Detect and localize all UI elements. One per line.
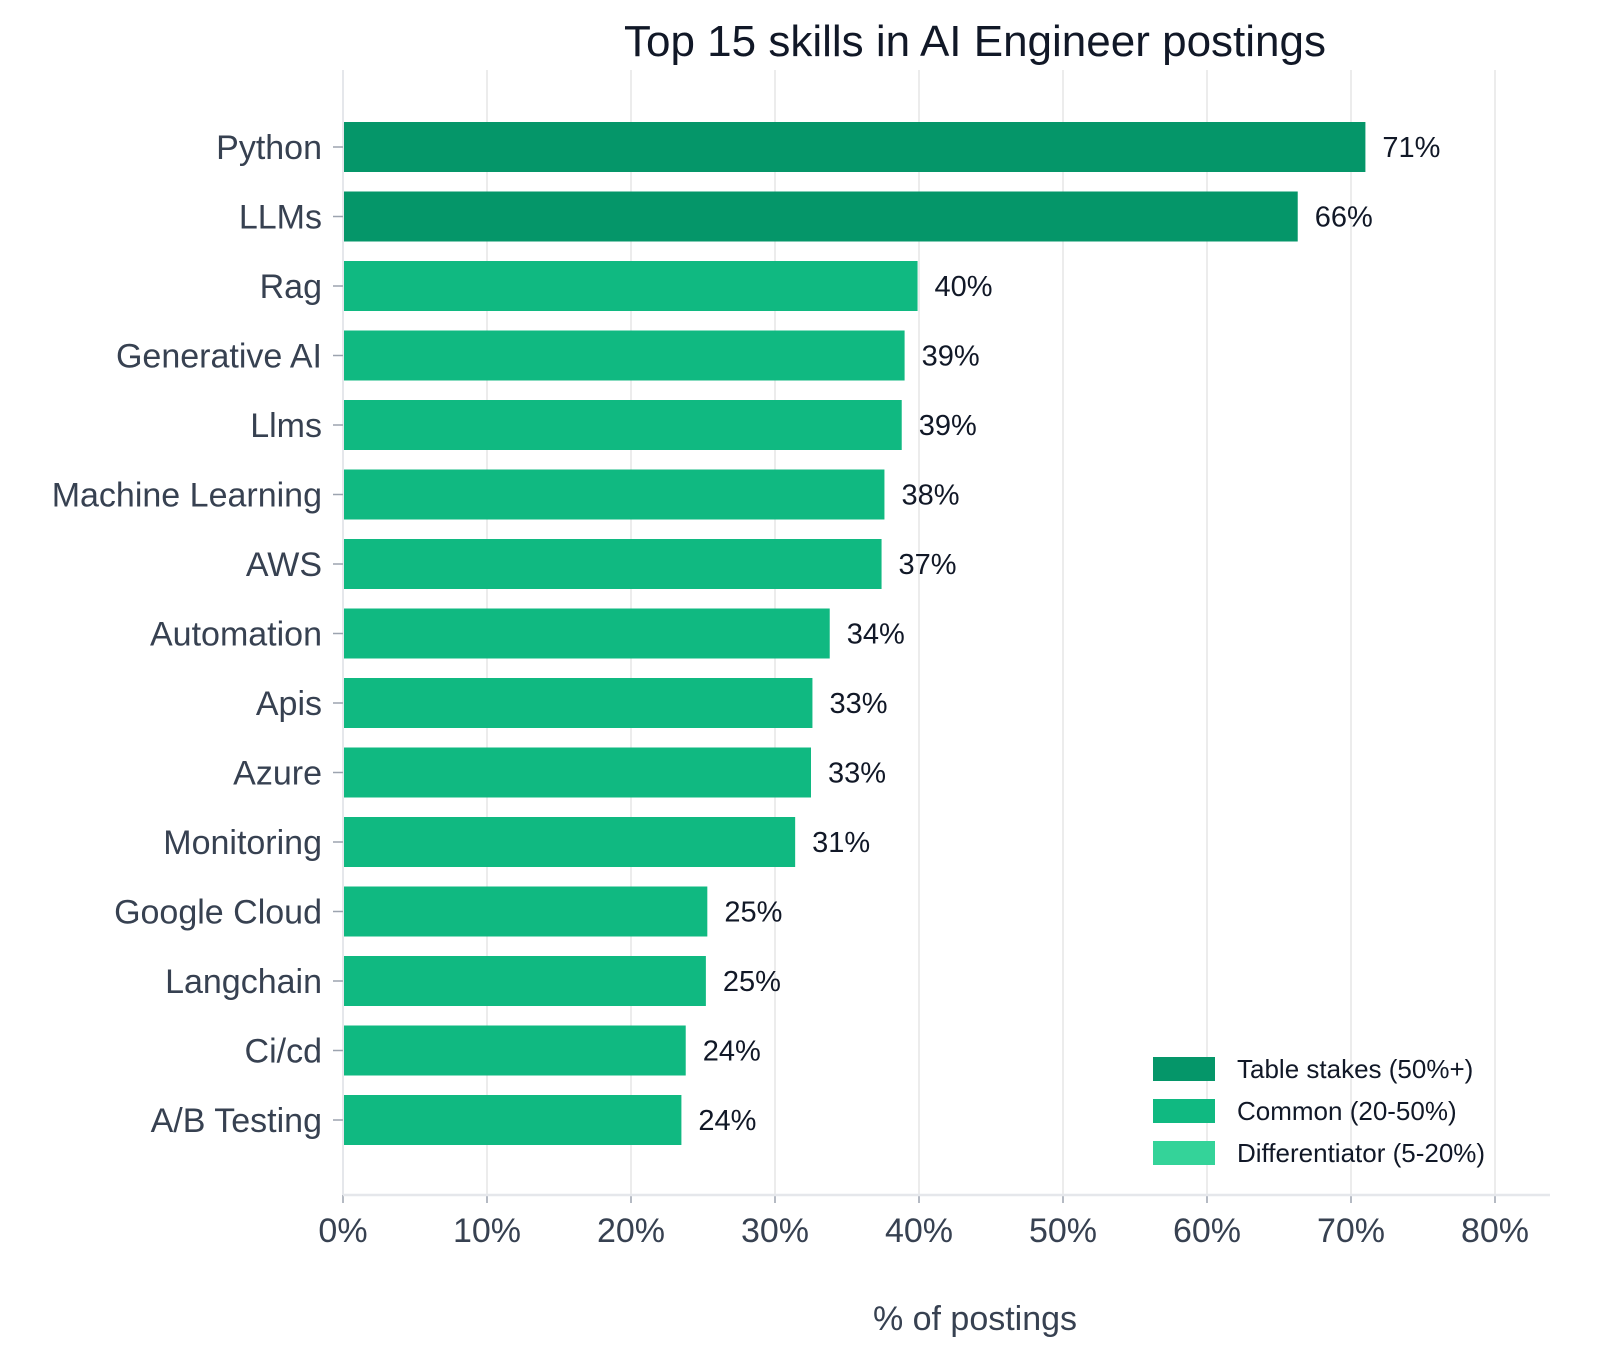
data-label: 31% — [812, 827, 870, 859]
legend: Table stakes (50%+) Common (20-50%) Differ… — [1153, 1054, 1485, 1168]
legend-label: Table stakes (50%+) — [1237, 1054, 1473, 1084]
bar — [343, 886, 708, 937]
data-label: 24% — [698, 1105, 756, 1137]
x-axis-label: % of postings — [873, 1300, 1077, 1338]
bar — [343, 1095, 682, 1145]
bar — [343, 469, 885, 520]
data-label: 25% — [724, 897, 782, 929]
x-tick-label: 0% — [318, 1212, 367, 1250]
legend-swatch — [1153, 1099, 1215, 1123]
data-label: 38% — [901, 480, 959, 512]
y-tick-label: Ci/cd — [245, 1033, 322, 1071]
y-tick-label: Llms — [250, 407, 322, 445]
y-tick-label: Azure — [233, 755, 322, 793]
bars: 71% 66% 40% 39% 39% 38% 37% 34% 33% 33% 31% 25% 25% 2… — [343, 122, 1440, 1145]
bar — [343, 261, 918, 311]
y-tick-label: Rag — [260, 268, 322, 306]
y-tick-label: Automation — [150, 616, 322, 654]
legend-swatch — [1153, 1141, 1215, 1165]
bar — [343, 330, 905, 381]
bar — [343, 1025, 686, 1076]
data-label: 39% — [919, 410, 977, 442]
y-tick-label: Generative AI — [116, 338, 322, 376]
y-tick-label: A/B Testing — [151, 1102, 322, 1140]
bar — [343, 956, 706, 1006]
legend-swatch — [1153, 1057, 1215, 1081]
x-tick-label: 30% — [741, 1212, 809, 1250]
legend-label: Differentiator (5-20%) — [1237, 1138, 1485, 1168]
y-tick-label: Python — [216, 129, 322, 167]
y-tick-label: Apis — [256, 685, 322, 723]
chart-title: Top 15 skills in AI Engineer postings — [624, 17, 1326, 66]
axes: 0% 10% 20% 30% 40% 50% 60% 70% 80% Python LLMs Rag G… — [52, 70, 1550, 1250]
y-tick-label: Machine Learning — [52, 477, 322, 515]
grid — [342, 70, 1496, 1195]
x-tick-label: 70% — [1317, 1212, 1385, 1250]
y-tick-label: AWS — [246, 546, 322, 584]
bar — [343, 400, 902, 450]
x-tick-label: 80% — [1461, 1212, 1529, 1250]
x-tick-label: 40% — [885, 1212, 953, 1250]
bar — [343, 191, 1298, 242]
bar — [343, 122, 1366, 172]
data-label: 66% — [1315, 202, 1373, 234]
x-tick-label: 60% — [1173, 1212, 1241, 1250]
x-tick-label: 20% — [597, 1212, 665, 1250]
x-tick-label: 50% — [1029, 1212, 1097, 1250]
bar — [343, 747, 811, 798]
bar — [343, 539, 882, 589]
data-label: 39% — [922, 341, 980, 373]
y-tick-label: Monitoring — [163, 824, 322, 862]
data-label: 25% — [723, 966, 781, 998]
data-label: 24% — [703, 1036, 761, 1068]
y-tick-label: LLMs — [239, 199, 322, 237]
bar — [343, 608, 830, 659]
bar — [343, 817, 796, 867]
data-label: 37% — [899, 549, 957, 581]
bar — [343, 678, 813, 728]
y-tick-label: Google Cloud — [114, 894, 322, 932]
data-label: 34% — [847, 619, 905, 651]
y-tick-label: Langchain — [165, 963, 322, 1001]
data-label: 33% — [828, 758, 886, 790]
data-label: 71% — [1382, 132, 1440, 164]
legend-label: Common (20-50%) — [1237, 1096, 1457, 1126]
x-tick-label: 10% — [453, 1212, 521, 1250]
data-label: 40% — [935, 271, 993, 303]
data-label: 33% — [829, 688, 887, 720]
